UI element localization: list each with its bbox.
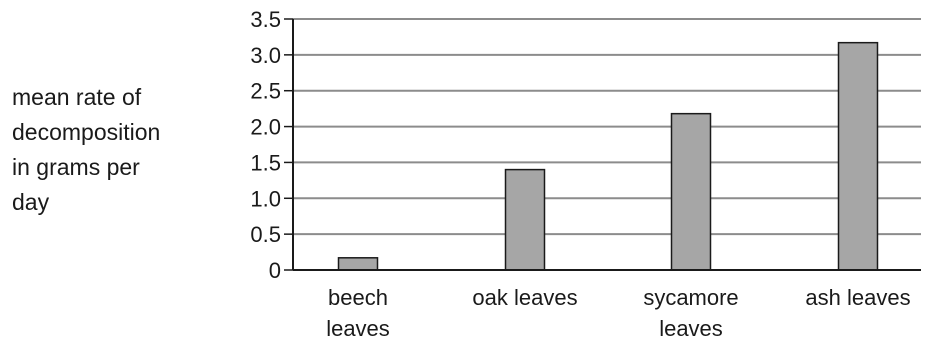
y-tick-label: 1.5 [250, 150, 281, 175]
y-axis-label: mean rate of decomposition in grams per … [12, 80, 212, 220]
y-tick-label: 0.5 [250, 222, 281, 247]
bar [337, 257, 379, 271]
x-category-label: oak leaves [472, 285, 577, 310]
y-axis-ticks: 0 0.5 1.0 1.5 2.0 2.5 3.0 3.5 [250, 7, 293, 283]
y-tick-label: 2.0 [250, 115, 281, 140]
bar [670, 112, 712, 271]
y-tick-label: 2.5 [250, 79, 281, 104]
x-category-label: leaves [659, 316, 723, 341]
y-tick-label: 0 [269, 258, 281, 283]
y-axis-label-line: in grams per [12, 154, 140, 180]
y-axis-label-line: decomposition [12, 119, 161, 145]
y-tick-label: 3.0 [250, 43, 281, 68]
y-axis-label-line: day [12, 189, 50, 215]
x-category-label: leaves [326, 316, 390, 341]
x-category-label: beech [328, 285, 388, 310]
y-tick-label: 3.5 [250, 7, 281, 32]
x-category-label: sycamore [643, 285, 738, 310]
bar [504, 168, 546, 271]
bar [837, 41, 879, 271]
y-tick-label: 1.0 [250, 186, 281, 211]
x-category-label: ash leaves [805, 285, 910, 310]
x-axis-labels: beech leaves oak leaves sycamore leaves ash l… [326, 285, 910, 341]
axes [292, 19, 921, 271]
y-axis-label-line: mean rate of [12, 84, 142, 110]
gridlines [293, 18, 921, 236]
bars [337, 41, 879, 271]
